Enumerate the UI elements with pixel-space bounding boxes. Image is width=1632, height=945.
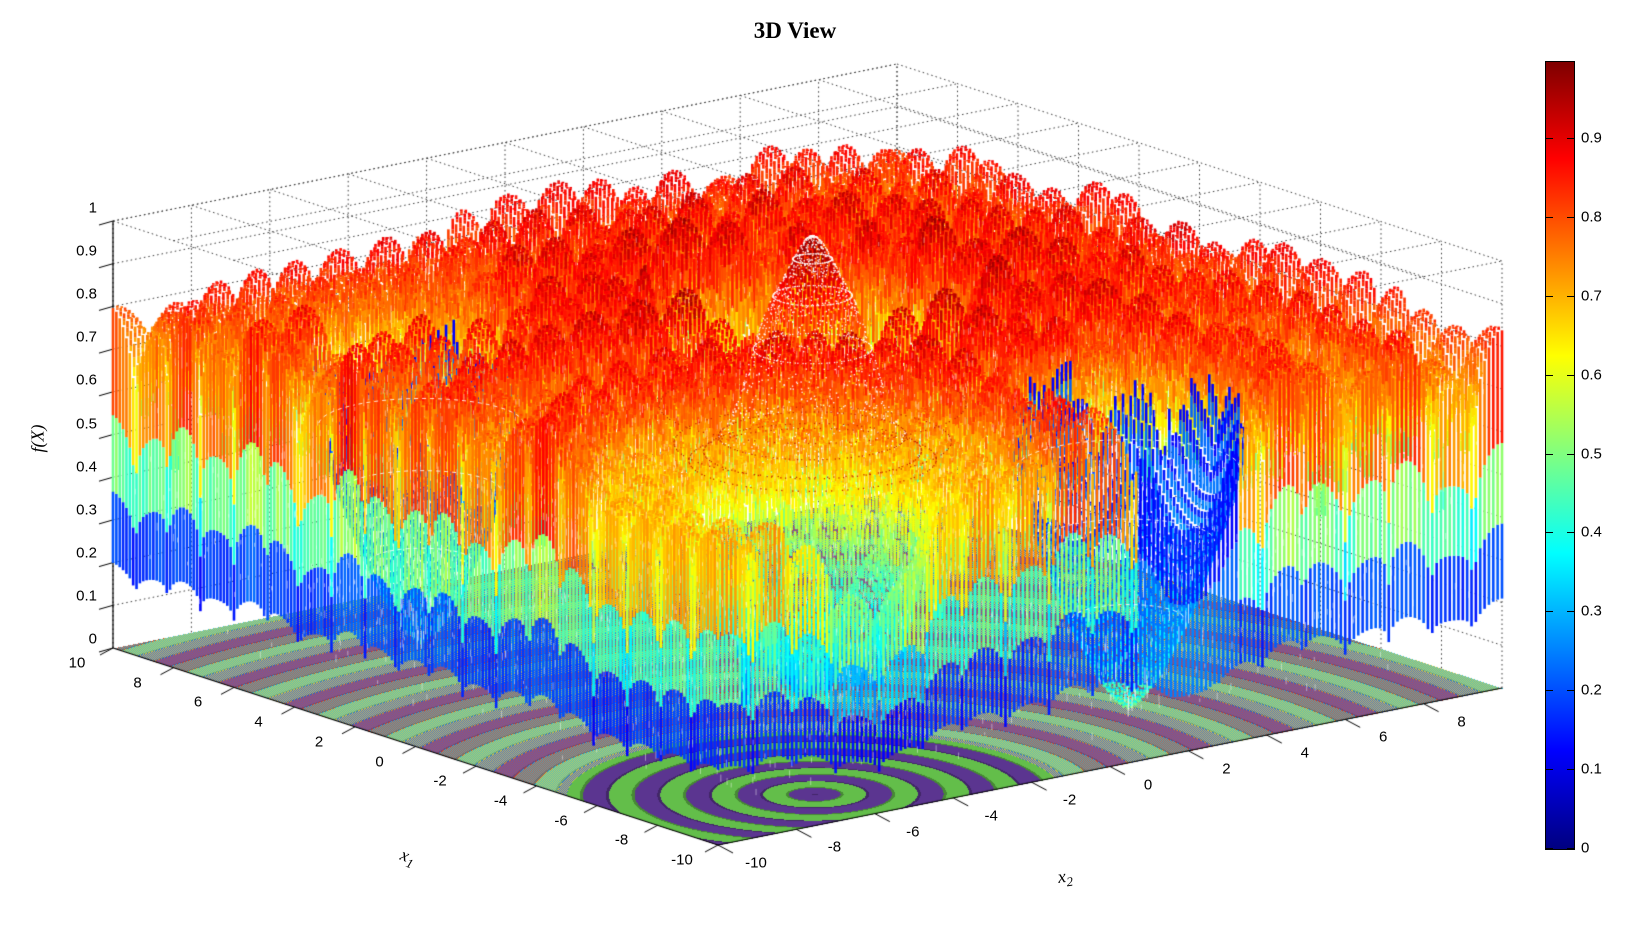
colorbar-tick-label: 0.5 [1581, 445, 1602, 462]
colorbar-tick-mark [1567, 690, 1574, 692]
z-tick-label: 0.2 [76, 544, 97, 562]
colorbar-tick-label: 0.9 [1581, 129, 1602, 147]
x2-tick-label: 0 [1143, 776, 1153, 793]
x2-tick-label: -6 [906, 823, 920, 841]
x2-tick-label: 2 [1222, 760, 1231, 778]
colorbar-tick-label: 0 [1581, 839, 1590, 857]
z-tick-label: 0.3 [76, 501, 97, 519]
colorbar-tick-label: 0.1 [1581, 760, 1602, 778]
x1-tick-label: -6 [554, 812, 568, 830]
colorbar-tick-mark [1546, 295, 1553, 297]
colorbar-tick-label: 0.3 [1581, 602, 1602, 620]
colorbar-tick-mark [1546, 453, 1553, 455]
colorbar [1545, 61, 1575, 850]
colorbar-tick-label: 0.7 [1581, 287, 1602, 305]
x1-tick-label: -8 [614, 831, 629, 849]
x2-tick-label: 8 [1457, 713, 1466, 731]
colorbar-tick-label: 0.4 [1581, 523, 1602, 541]
x2-tick-label: -10 [745, 854, 767, 872]
x2-axis-label-sub: 2 [1065, 873, 1075, 890]
z-tick-label: 1 [88, 199, 97, 217]
colorbar-tick-mark [1567, 453, 1574, 455]
x2-tick-label: 6 [1379, 728, 1388, 746]
z-axis-label: f(X) [27, 424, 48, 453]
colorbar-tick-mark [1567, 137, 1574, 139]
colorbar-tick-label: 0.8 [1581, 208, 1602, 226]
x1-tick-label: -2 [433, 772, 447, 790]
colorbar-tick-mark [1546, 532, 1553, 534]
z-tick-label: 0.4 [76, 458, 97, 476]
colorbar-tick-mark [1567, 532, 1574, 534]
z-tick-label: 0.8 [76, 285, 97, 303]
chart-title: 3D View [753, 18, 837, 43]
colorbar-tick-mark [1546, 137, 1553, 139]
z-tick-label: 0 [88, 630, 97, 648]
z-tick-label: 0.7 [76, 328, 97, 346]
colorbar-tick-mark [1546, 769, 1553, 771]
x2-tick-label: -4 [984, 807, 998, 825]
x2-tick-label: -2 [1062, 791, 1077, 809]
colorbar-tick-mark [1567, 611, 1574, 613]
colorbar-tick-mark [1567, 295, 1574, 297]
colorbar-tick-mark [1567, 216, 1574, 218]
colorbar-tick-mark [1567, 848, 1574, 849]
colorbar-tick-label: 0.2 [1581, 681, 1602, 699]
colorbar-tick-mark [1567, 769, 1574, 771]
colorbar-tick-mark [1546, 374, 1553, 376]
colorbar-tick-label: 0.6 [1581, 366, 1602, 384]
z-tick-label: 0.9 [76, 242, 97, 260]
z-tick-label: 0.6 [76, 371, 97, 389]
colorbar-tick-mark [1546, 690, 1553, 692]
x1-tick-label: -4 [493, 792, 508, 810]
x1-tick-label: 6 [193, 693, 203, 711]
z-tick-label: 0.5 [76, 415, 97, 432]
x2-tick-label: -8 [827, 838, 842, 856]
colorbar-tick-mark [1546, 611, 1553, 613]
colorbar-tick-mark [1567, 374, 1574, 376]
x1-tick-label: 0 [375, 753, 384, 770]
colorbar-tick-mark [1546, 848, 1553, 849]
x1-tick-label: 8 [133, 674, 142, 692]
x1-tick-label: -10 [671, 851, 693, 869]
x1-tick-label: 2 [314, 733, 324, 751]
x2-tick-label: 4 [1300, 744, 1309, 762]
x1-tick-label: 4 [254, 713, 263, 731]
colorbar-tick-mark [1546, 216, 1553, 218]
z-tick-label: 0.1 [76, 587, 97, 605]
colorbar-gradient [1546, 62, 1574, 849]
x1-tick-label: 10 [68, 654, 86, 672]
